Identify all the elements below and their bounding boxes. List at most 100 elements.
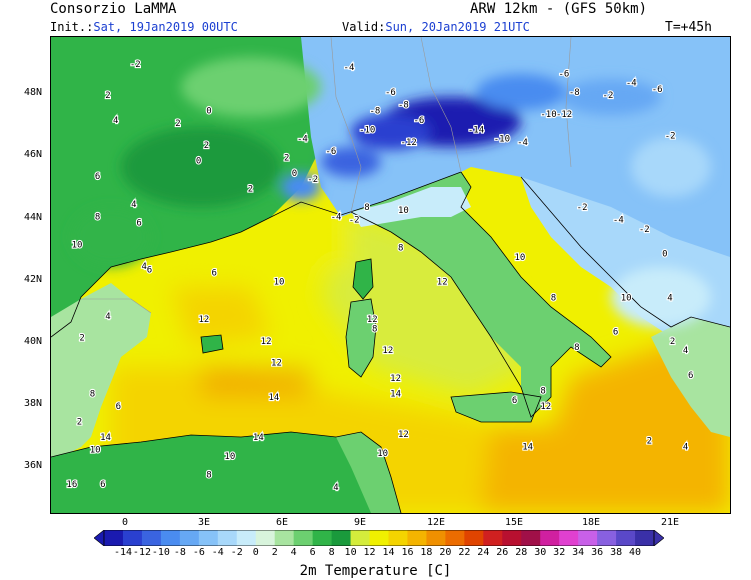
temperature-value-label: -2 <box>603 91 614 101</box>
colorbar-swatch <box>293 530 314 546</box>
temperature-value-label: 12 <box>437 278 448 288</box>
lon-tick-18e: 18E <box>582 517 601 528</box>
temperature-value-label: 0 <box>662 250 667 260</box>
temperature-value-label: 14 <box>100 433 111 443</box>
colorbar-tick-label: -8 <box>173 547 186 558</box>
temperature-value-label: 12 <box>390 374 401 384</box>
temperature-value-label: -2 <box>639 225 650 235</box>
lat-tick-38n: 38N <box>24 398 43 409</box>
colorbar-swatch <box>407 530 427 546</box>
init-line: Init.:Sat, 19Jan2019 00UTC <box>50 20 238 34</box>
colorbar-tick-label: -2 <box>230 547 243 558</box>
colorbar-tick-label: 20 <box>439 547 452 558</box>
temperature-value-label: 4 <box>105 312 110 322</box>
temperature-value-label: 6 <box>147 265 152 275</box>
colorbar-tick-label: 10 <box>344 547 357 558</box>
temperature-value-label: 2 <box>284 153 289 163</box>
temperature-value-label: 6 <box>100 480 105 490</box>
temperature-value-label: -4 <box>517 138 528 148</box>
model-title: ARW 12km - (GFS 50km) <box>470 1 648 17</box>
valid-line: Valid:Sun, 20Jan2019 21UTC <box>342 20 530 34</box>
colorbar-swatch <box>445 530 465 546</box>
colorbar-swatch <box>369 530 389 546</box>
temperature-value-label: -2 <box>307 175 318 185</box>
temperature-value-label: 6 <box>136 219 141 229</box>
colorbar-swatch <box>426 530 446 546</box>
colorbar-max-arrow <box>653 530 664 546</box>
land-po-valley <box>351 187 471 227</box>
temperature-value-label: 12 <box>367 315 378 325</box>
temperature-value-label: 16 <box>66 480 77 490</box>
temperature-value-label: -8 <box>569 88 580 98</box>
colorbar-title: 2m Temperature [C] <box>299 563 452 579</box>
temperature-value-label: 2 <box>670 337 675 347</box>
temperature-value-label: -2 <box>130 60 141 70</box>
temperature-value-label: 12 <box>261 337 272 347</box>
temperature-value-label: 14 <box>253 433 264 443</box>
colorbar-swatch <box>597 530 617 546</box>
temperature-value-label: -4 <box>331 212 342 222</box>
colorbar-tick-label: 32 <box>553 547 566 558</box>
lat-tick-48n: 48N <box>24 87 43 98</box>
colorbar-swatch <box>635 530 655 546</box>
temperature-value-label: 4 <box>333 483 338 493</box>
temperature-value-label: -4 <box>613 216 624 226</box>
colorbar-swatch <box>616 530 636 546</box>
temperature-value-label: 6 <box>211 268 216 278</box>
lon-tick-21e: 21E <box>661 517 680 528</box>
temperature-value-label: 4 <box>113 116 118 126</box>
lat-tick-46n: 46N <box>24 149 43 160</box>
colorbar-tick-label: -6 <box>192 547 205 558</box>
temperature-value-label: -2 <box>349 216 360 226</box>
temperature-value-label: 2 <box>204 141 209 151</box>
colorbar-swatch <box>578 530 598 546</box>
temperature-value-label: 10 <box>398 206 409 216</box>
land-sardinia <box>346 299 376 377</box>
temperature-value-label: 8 <box>90 390 95 400</box>
temperature-value-label: 8 <box>372 324 377 334</box>
org-title: Consorzio LaMMA <box>50 1 177 17</box>
colorbar-swatch <box>179 530 200 546</box>
colorbar-outline <box>103 530 655 546</box>
colorbar-tick-label: 26 <box>496 547 509 558</box>
temperature-value-label: 8 <box>540 387 545 397</box>
temperature-value-label: 14 <box>522 443 533 453</box>
temperature-value-label: -6 <box>325 147 336 157</box>
init-label: Init.: <box>50 20 94 34</box>
lon-tick-15e: 15E <box>505 517 524 528</box>
coastlines <box>51 171 730 513</box>
temperature-value-label: -8 <box>398 100 409 110</box>
temperature-value-label: 4 <box>131 200 136 210</box>
temperature-value-label: 8 <box>574 343 579 353</box>
temperature-value-label: 10 <box>377 449 388 459</box>
colorbar-tick-label: -12 <box>132 547 151 558</box>
temperature-value-label: 0 <box>196 156 201 166</box>
lon-tick-3e: 3E <box>198 517 211 528</box>
colorbar-tick-label: 6 <box>309 547 316 558</box>
colorbar-swatch <box>483 530 503 546</box>
temperature-value-label: -6 <box>652 85 663 95</box>
colorbar-tick-label: 22 <box>458 547 471 558</box>
colorbar-tick-label: 36 <box>591 547 604 558</box>
temperature-value-label: 6 <box>688 371 693 381</box>
temperature-value-label: 10 <box>90 446 101 456</box>
forecast-lead: T=+45h <box>665 20 712 35</box>
colorbar-swatch <box>312 530 332 546</box>
colorbar <box>94 530 664 546</box>
temperature-value-label: -6 <box>413 116 424 126</box>
colorbar-swatch <box>559 530 579 546</box>
land-greece <box>651 317 730 437</box>
temperature-value-label: -10 <box>540 110 556 120</box>
temperature-value-label: 2 <box>175 119 180 129</box>
colorbar-tick-label: 34 <box>572 547 585 558</box>
land-iberia <box>51 283 151 462</box>
temperature-value-label: 8 <box>95 212 100 222</box>
temperature-value-label: 10 <box>72 240 83 250</box>
temperature-value-label: -4 <box>626 79 637 89</box>
colorbar-tick-label: 16 <box>401 547 414 558</box>
temperature-value-label: -8 <box>369 107 380 117</box>
colorbar-swatch <box>388 530 408 546</box>
colorbar-swatch <box>464 530 484 546</box>
map-value-labels: -22-4-6-4-6-8 -2-6-8-8-6-10 -12-14-10-12 -1… <box>65 59 694 494</box>
temperature-value-label: 8 <box>551 293 556 303</box>
